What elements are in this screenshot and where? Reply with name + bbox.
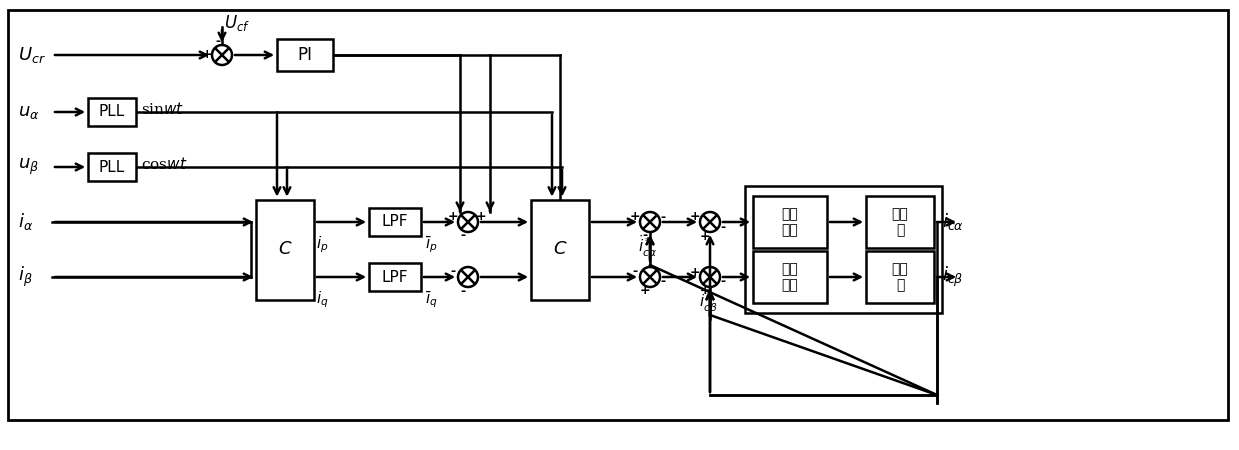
Text: PI: PI (297, 46, 312, 64)
Text: 滞环
比较: 滞环 比较 (782, 207, 798, 237)
Text: $i_q$: $i_q$ (316, 289, 328, 310)
Text: $\dot{i}^*_{c\beta}$: $\dot{i}^*_{c\beta}$ (699, 289, 717, 316)
Text: $i_{\alpha}$: $i_{\alpha}$ (19, 212, 33, 233)
Text: $\bar{\imath}_q$: $\bar{\imath}_q$ (425, 289, 437, 310)
Text: +: + (690, 266, 700, 279)
Text: LPF: LPF (382, 215, 408, 230)
Text: -: - (451, 266, 456, 279)
FancyBboxPatch shape (532, 199, 589, 300)
Text: $u_{\beta}$: $u_{\beta}$ (19, 157, 40, 177)
FancyBboxPatch shape (256, 199, 313, 300)
FancyBboxPatch shape (369, 263, 421, 291)
Text: 变流
器: 变流 器 (892, 207, 908, 237)
FancyBboxPatch shape (866, 251, 934, 303)
Text: $i_{\beta}$: $i_{\beta}$ (19, 265, 32, 289)
Circle shape (641, 212, 660, 232)
Text: $\bar{\imath}_p$: $\bar{\imath}_p$ (425, 234, 437, 255)
Text: cos$wt$: cos$wt$ (141, 156, 187, 172)
Text: -: - (720, 275, 726, 288)
Text: -: - (643, 230, 648, 243)
Text: $i_{c\beta}$: $i_{c\beta}$ (942, 265, 964, 289)
Text: C: C (554, 240, 566, 258)
Text: -: - (660, 275, 665, 288)
FancyBboxPatch shape (369, 208, 421, 236)
Text: +: + (639, 284, 650, 297)
FancyBboxPatch shape (866, 196, 934, 248)
Text: $u_{\alpha}$: $u_{\alpha}$ (19, 103, 40, 121)
Text: -: - (660, 211, 665, 224)
Circle shape (458, 267, 478, 287)
Text: 滞环
比较: 滞环 比较 (782, 262, 798, 292)
Text: PLL: PLL (99, 104, 125, 120)
Text: $\dot{i}^*_{c\alpha}$: $\dot{i}^*_{c\alpha}$ (638, 234, 658, 260)
FancyBboxPatch shape (88, 153, 136, 181)
Text: $i_p$: $i_p$ (316, 234, 328, 255)
Text: $U_{cr}$: $U_{cr}$ (19, 45, 46, 65)
Text: +: + (202, 49, 212, 62)
Text: -: - (461, 284, 466, 297)
Text: $U_{cf}$: $U_{cf}$ (224, 13, 250, 33)
Text: -: - (461, 230, 466, 243)
Circle shape (641, 267, 660, 287)
Text: LPF: LPF (382, 270, 408, 284)
Text: -: - (632, 266, 638, 279)
Text: +: + (700, 230, 710, 243)
Circle shape (700, 267, 720, 287)
Text: -: - (720, 220, 726, 234)
FancyBboxPatch shape (753, 196, 826, 248)
Text: +: + (700, 284, 710, 297)
Text: -: - (216, 35, 221, 48)
Text: +: + (690, 211, 700, 224)
Circle shape (212, 45, 232, 65)
FancyBboxPatch shape (278, 39, 333, 71)
Text: $i_{c\alpha}$: $i_{c\alpha}$ (942, 212, 964, 233)
Text: +: + (447, 211, 458, 224)
Text: 变流
器: 变流 器 (892, 262, 908, 292)
Text: sin$wt$: sin$wt$ (141, 101, 185, 117)
FancyBboxPatch shape (753, 251, 826, 303)
Circle shape (458, 212, 478, 232)
FancyBboxPatch shape (88, 98, 136, 126)
Text: PLL: PLL (99, 159, 125, 175)
Text: +: + (476, 211, 487, 224)
Text: C: C (279, 240, 291, 258)
Text: +: + (629, 211, 641, 224)
Circle shape (700, 212, 720, 232)
